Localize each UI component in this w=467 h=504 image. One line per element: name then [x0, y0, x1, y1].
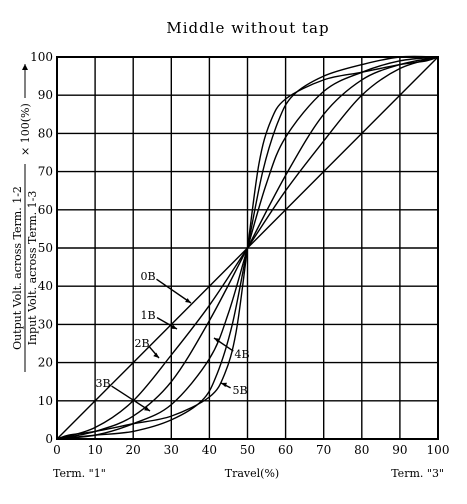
x-axis-left-end-label: Term. "1" [53, 467, 106, 480]
x-tick-label: 40 [202, 443, 217, 457]
curve-labels: 0B 1B 2B 3B 4B 5B [95, 270, 250, 412]
x-tick-label: 60 [278, 443, 293, 457]
x-axis-label: Travel(%) [225, 467, 279, 480]
curve-label-arrowhead [171, 324, 177, 329]
x-tick-label: 100 [427, 443, 450, 457]
y-tick-label: 60 [38, 203, 53, 217]
curve-label-text: 2B [134, 337, 149, 350]
x-tick-label: 0 [53, 443, 61, 457]
curve-label-arrowhead [153, 352, 159, 358]
tick-labels: 0 10 20 30 40 50 60 70 80 90 100 0 10 20 30 40 50 60 70 80 9… [30, 50, 449, 457]
x-tick-label: 90 [392, 443, 407, 457]
chart-title: Middle without tap [166, 19, 329, 37]
x-tick-label: 30 [164, 443, 179, 457]
y-tick-label: 50 [38, 241, 53, 255]
x-tick-label: 10 [87, 443, 102, 457]
curve-label-arrowhead [144, 406, 150, 411]
curve-label-leader [156, 278, 192, 304]
curve-label-2b: 2B [134, 337, 160, 359]
plot-frame [56, 56, 439, 440]
y-axis-label-denominator: Input Volt. across Term. 1-3 [26, 191, 39, 346]
curve-label-3b: 3B [95, 377, 151, 412]
curve-label-text: 0B [140, 270, 155, 283]
curves [56, 55, 439, 440]
curve-label-1b: 1B [140, 309, 178, 330]
y-tick-label: 30 [38, 317, 53, 331]
y-tick-label: 0 [45, 432, 53, 446]
curve-label-arrowhead [185, 298, 191, 303]
x-axis-right-end-label: Term. "3" [391, 467, 444, 480]
y-tick-label: 100 [30, 50, 53, 64]
x-tick-label: 50 [240, 443, 255, 457]
y-tick-label: 10 [38, 394, 53, 408]
y-axis-label: Output Volt. across Term. 1-2 Input Volt… [11, 64, 39, 372]
y-axis-label-arrowhead [22, 64, 28, 70]
y-tick-label: 40 [38, 279, 53, 293]
x-tick-label: 70 [316, 443, 331, 457]
curve-label-0b: 0B [140, 270, 192, 304]
curve-label-5b: 5B [220, 382, 248, 397]
curve-label-text: 4B [234, 348, 249, 361]
y-tick-label: 90 [38, 88, 53, 102]
y-tick-label: 70 [38, 165, 53, 179]
curve-label-arrowhead [214, 338, 220, 343]
curve-label-text: 3B [95, 377, 110, 390]
y-axis-label-numerator: Output Volt. across Term. 1-2 [11, 186, 24, 350]
curve-label-text: 5B [232, 384, 247, 397]
curve-label-arrowhead [221, 382, 227, 388]
series-line-5b [56, 56, 439, 440]
y-axis-label-factor: × 100(%) [19, 103, 32, 156]
x-tick-label: 20 [126, 443, 141, 457]
y-tick-label: 20 [38, 356, 53, 370]
curve-label-leader [111, 385, 151, 412]
curve-label-text: 1B [140, 309, 155, 322]
y-tick-label: 80 [38, 126, 53, 140]
x-tick-label: 80 [354, 443, 369, 457]
curve-label-4b: 4B [213, 337, 250, 361]
